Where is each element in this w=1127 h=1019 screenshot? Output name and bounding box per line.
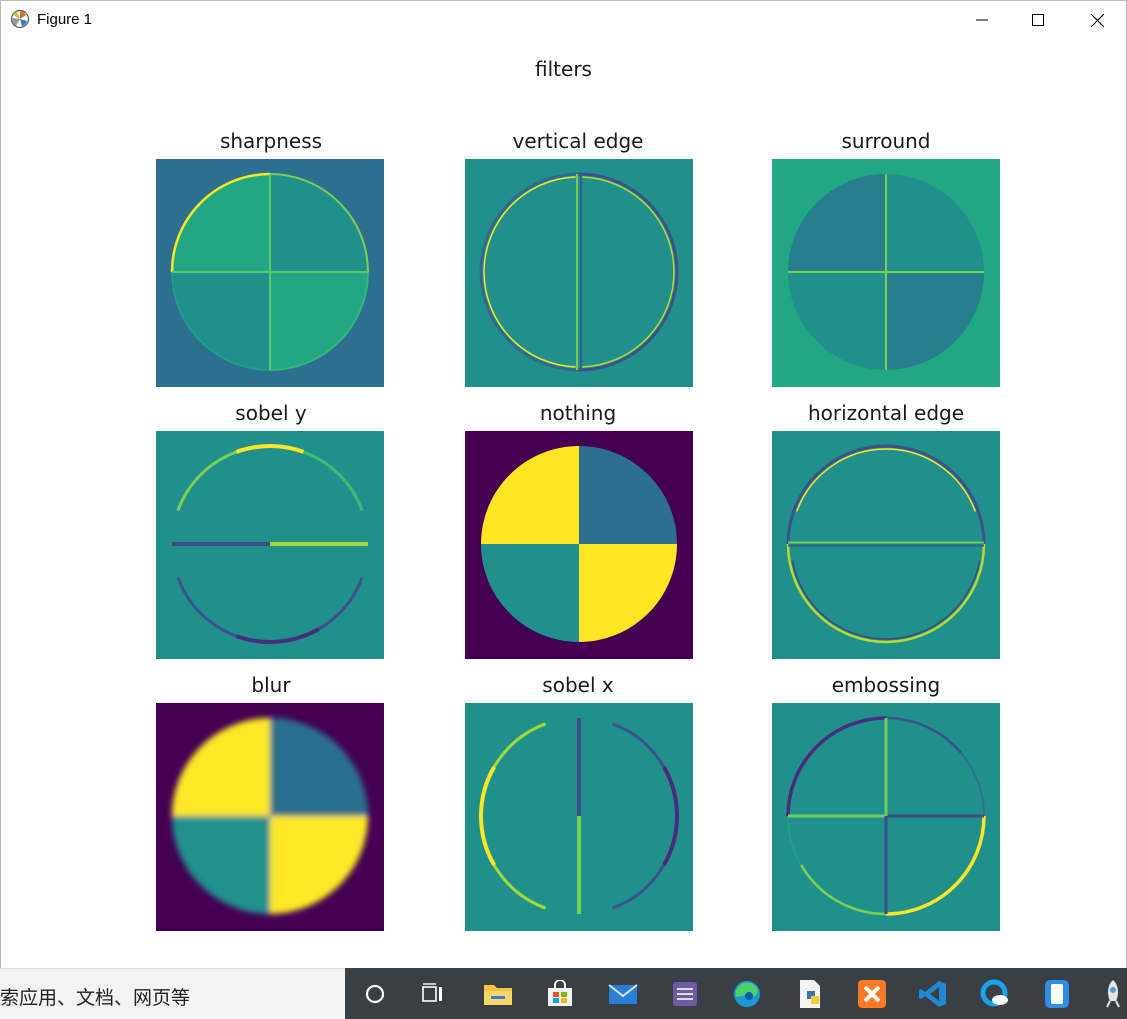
- panel-sharpness: [156, 159, 384, 387]
- panel-sobel-x: [465, 703, 693, 931]
- minimize-icon: [976, 19, 988, 21]
- matplotlib-icon: [10, 9, 30, 29]
- panel-title-nothing: nothing: [539, 401, 617, 425]
- window-title: Figure 1: [37, 11, 93, 28]
- panel-nothing: [465, 431, 693, 659]
- panel-title-surround: surround: [841, 129, 931, 153]
- filter-image: [156, 159, 384, 387]
- panel-blur: [156, 703, 384, 931]
- panel-title-blur: blur: [251, 673, 291, 697]
- filter-image: [772, 431, 1000, 659]
- panel-title-sobel-y: sobel y: [235, 401, 307, 425]
- close-icon: [1090, 13, 1104, 27]
- close-button[interactable]: [1068, 1, 1126, 39]
- mail-icon[interactable]: [607, 978, 639, 1010]
- figure-title: filters: [535, 57, 592, 81]
- taskbar-icons: [345, 968, 1127, 1019]
- minimize-button[interactable]: [953, 1, 1011, 39]
- search-placeholder: 索应用、文档、网页等: [0, 987, 191, 1009]
- file-explorer-icon[interactable]: [482, 978, 514, 1010]
- xampp-icon[interactable]: [856, 978, 888, 1010]
- filter-image: [465, 159, 693, 387]
- maximize-icon: [1032, 14, 1044, 26]
- panel-sobel-y: [156, 431, 384, 659]
- vscode-icon[interactable]: [917, 978, 949, 1010]
- filter-image: [465, 703, 693, 931]
- title-bar[interactable]: Figure 1: [1, 1, 1126, 39]
- task-view-icon[interactable]: [418, 978, 450, 1010]
- panel-title-sobel-x: sobel x: [542, 673, 614, 697]
- panel-title-vertical-edge: vertical edge: [512, 129, 644, 153]
- filter-image: [772, 703, 1000, 931]
- filter-image: [156, 703, 384, 931]
- figure-window: Figure 1 filters sharpness vertical edge…: [0, 0, 1127, 969]
- panel-surround: [772, 159, 1000, 387]
- cloud-app-icon[interactable]: [979, 978, 1011, 1010]
- filter-image: [772, 159, 1000, 387]
- filter-image: [465, 431, 693, 659]
- panel-vertical-edge: [465, 159, 693, 387]
- filter-image: [156, 431, 384, 659]
- panel-horizontal-edge: [772, 431, 1000, 659]
- panel-embossing: [772, 703, 1000, 931]
- phone-link-icon[interactable]: [1041, 978, 1073, 1010]
- python-file-icon[interactable]: [794, 978, 826, 1010]
- taskbar: 索应用、文档、网页等: [0, 968, 1127, 1019]
- taskbar-search-box[interactable]: 索应用、文档、网页等: [0, 968, 345, 1019]
- maximize-button[interactable]: [1009, 1, 1067, 39]
- rocket-icon[interactable]: [1097, 978, 1127, 1010]
- cortana-circle-icon[interactable]: [359, 978, 391, 1010]
- store-icon[interactable]: [544, 978, 576, 1010]
- edge-icon[interactable]: [731, 978, 763, 1010]
- panel-title-horizontal-edge: horizontal edge: [807, 401, 965, 425]
- panel-title-embossing: embossing: [831, 673, 941, 697]
- panel-title-sharpness: sharpness: [219, 129, 323, 153]
- app-icon[interactable]: [669, 978, 701, 1010]
